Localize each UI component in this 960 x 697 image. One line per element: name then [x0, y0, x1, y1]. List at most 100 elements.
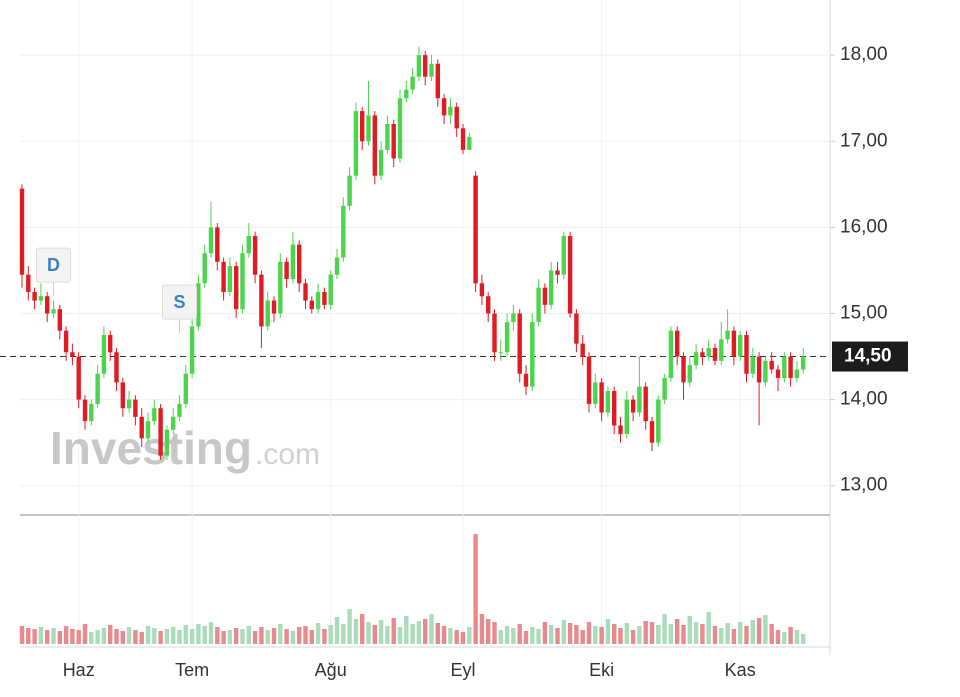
volume-bar	[171, 627, 176, 644]
candle-body	[70, 352, 75, 357]
volume-bar	[731, 629, 737, 644]
volume-bar	[586, 622, 592, 644]
candle-body	[423, 55, 428, 77]
annotation-box	[162, 284, 197, 320]
volume-bar	[334, 617, 340, 644]
candle-body	[643, 386, 648, 422]
candle-body	[284, 261, 289, 280]
volume-bar	[744, 626, 749, 644]
volume-bar	[775, 630, 781, 644]
volume-bar	[763, 615, 768, 644]
candle-body	[656, 399, 661, 443]
candle-body	[662, 378, 667, 400]
candle-body	[177, 403, 182, 417]
volume-bar	[530, 627, 535, 644]
volume-bar	[139, 632, 144, 644]
candle-body	[208, 227, 214, 254]
volume-bar	[126, 627, 132, 644]
candle-body	[492, 313, 497, 353]
candle-body	[530, 322, 535, 387]
volume-bar	[706, 612, 711, 644]
candle-body	[51, 309, 56, 314]
volume-bar	[801, 634, 806, 644]
volume-bar	[372, 625, 377, 644]
volume-bar	[51, 628, 56, 644]
candle-body	[133, 399, 138, 417]
volume-bar	[284, 629, 289, 644]
volume-bar	[794, 630, 800, 644]
volume-bar	[612, 624, 617, 644]
x-tick-label: Haz	[63, 660, 95, 680]
candle-body	[221, 261, 226, 292]
volume-bar	[788, 627, 793, 644]
candle-body	[549, 270, 554, 305]
candle-body	[536, 287, 541, 323]
volume-bar	[303, 626, 308, 644]
volume-bar	[593, 626, 598, 644]
watermark: Investing .com	[50, 422, 320, 474]
candle-body	[693, 352, 699, 366]
candle-body	[189, 326, 195, 374]
last-price-label: 14,50	[844, 346, 892, 367]
volume-bar	[523, 631, 529, 644]
volume-bar	[297, 627, 302, 644]
volume-bar	[189, 629, 195, 644]
volume-bar	[536, 629, 541, 644]
volume-bar	[473, 534, 478, 644]
candle-body	[246, 235, 251, 254]
volume-bar	[70, 629, 75, 644]
candle-body	[675, 330, 680, 357]
volume-bar	[681, 625, 686, 644]
volume-bar	[76, 630, 81, 644]
volume-bar	[133, 630, 138, 644]
candle-body	[271, 300, 277, 314]
candle-body	[360, 111, 365, 142]
candle-body	[353, 111, 359, 176]
y-tick-label: 16,00	[840, 216, 888, 237]
candle-body	[712, 347, 718, 361]
candle-body	[397, 98, 403, 159]
candle-body	[416, 55, 422, 77]
volume-bar	[719, 628, 724, 644]
volume-bar	[221, 631, 226, 644]
watermark-suffix: .com	[255, 438, 320, 471]
candle-body	[234, 266, 239, 310]
candle-body	[265, 300, 270, 327]
candle-body	[618, 425, 623, 435]
volume-bar	[416, 621, 422, 644]
volume-bar	[240, 629, 245, 644]
candle-body	[668, 330, 674, 379]
volume-bar	[32, 629, 37, 644]
candle-body	[152, 408, 157, 422]
volume-bar	[423, 619, 428, 644]
volume-bar	[725, 623, 730, 644]
volume-bar	[700, 624, 705, 644]
volume-bar	[637, 626, 642, 644]
volume-bar	[441, 626, 447, 644]
volume-bar	[246, 626, 251, 644]
volume-bar	[278, 624, 283, 644]
candle-body	[76, 356, 81, 400]
volume-bar	[164, 629, 170, 644]
volume-bar	[38, 627, 44, 644]
candle-body	[196, 283, 201, 327]
candle-body	[769, 360, 774, 370]
volume-bar	[574, 625, 579, 644]
volume-bar	[177, 630, 182, 644]
candle-body	[454, 106, 459, 129]
y-tick-label: 18,00	[840, 44, 888, 65]
volume-bar	[309, 630, 314, 644]
candle-body	[637, 386, 642, 413]
candle-body	[372, 115, 377, 176]
candle-body	[473, 175, 478, 284]
volume-bar	[152, 628, 157, 644]
candle-body	[574, 313, 579, 344]
candle-body	[347, 175, 352, 206]
x-tick-label: Eki	[589, 660, 614, 680]
watermark-brand: Investing	[50, 422, 252, 474]
volume-bar	[45, 630, 50, 644]
volume-bar	[555, 628, 560, 644]
volume-bar	[26, 628, 31, 644]
x-tick-label: Kas	[725, 660, 756, 680]
volume-bar	[460, 632, 466, 644]
